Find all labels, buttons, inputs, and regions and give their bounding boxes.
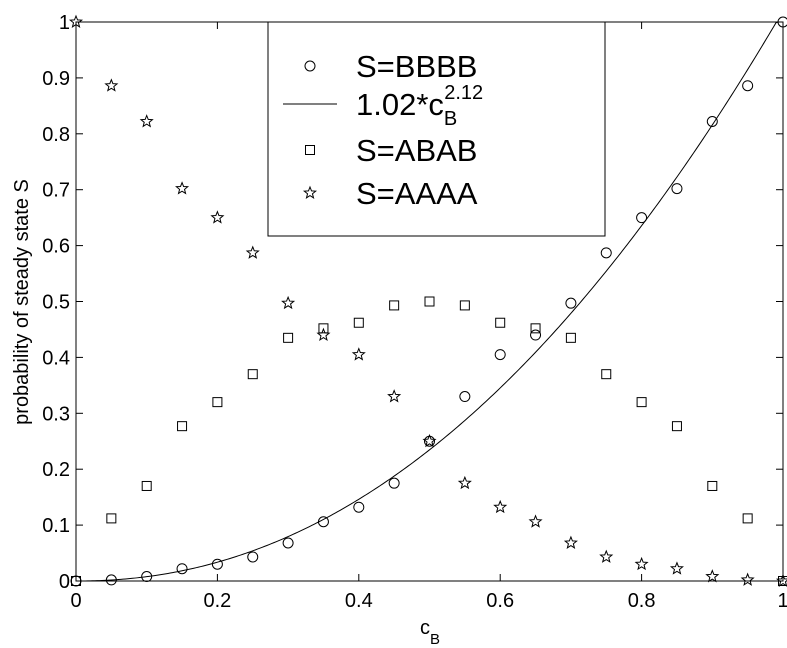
series-3-point-19 (740, 572, 755, 586)
y-tick-label-7: 0.7 (42, 180, 70, 202)
y-tick-label-5: 0.5 (42, 292, 70, 314)
series-0-point-16 (636, 212, 648, 224)
x-axis-label-main: c (420, 617, 430, 639)
series-3-point-17 (669, 561, 684, 575)
series-2-point-15 (601, 369, 612, 380)
series-0-point-17 (671, 183, 683, 195)
series-3-point-10 (422, 433, 437, 448)
series-2-point-6 (283, 332, 294, 343)
series-0-point-11 (459, 391, 471, 403)
series-2-point-17 (671, 421, 682, 432)
series-2-point-1 (106, 513, 117, 524)
series-0-point-14 (565, 297, 577, 309)
series-0-point-12 (494, 349, 506, 361)
series-2-point-19 (742, 513, 753, 524)
series-3-point-8 (351, 347, 366, 361)
series-0-point-2 (141, 571, 153, 583)
series-3-point-18 (705, 569, 720, 583)
series-2-point-10 (424, 296, 435, 307)
series-2-point-11 (459, 300, 470, 311)
y-tick-label-9: 0.9 (42, 68, 70, 90)
series-0-point-13 (530, 329, 542, 341)
series-0-point-6 (282, 537, 294, 549)
legend-label-1: 1.02*cB 2.12 (356, 82, 483, 130)
series-3-point-2 (139, 114, 154, 128)
data-marks (68, 14, 787, 587)
series-0-point-15 (600, 247, 612, 259)
series-3-point-20 (775, 573, 787, 587)
y-tick-label-4: 0.4 (42, 347, 70, 369)
series-3-point-3 (175, 181, 190, 195)
series-0-point-5 (247, 551, 259, 563)
y-tick-label-8: 0.8 (42, 124, 70, 146)
series-2-point-18 (707, 480, 718, 491)
series-2-point-12 (495, 317, 506, 328)
y-tick-label-2: 0.2 (42, 459, 70, 481)
series-2-point-7 (318, 323, 329, 334)
series-2-point-13 (530, 323, 541, 334)
series-3-point-13 (528, 514, 543, 528)
x-tick-label-0: 0 (70, 590, 81, 612)
x-tick-label-1: 0.2 (203, 590, 231, 612)
series-3-point-9 (387, 389, 402, 403)
series-3-point-5 (245, 245, 260, 259)
axes: 0 0.2 0.4 0.6 0.8 1 0 0.1 0.2 0.3 0.4 0.5 0.6 0.7 0.8 0… (42, 12, 787, 612)
legend-label-text-1: 1.02*c (356, 87, 444, 122)
series-3-point-1 (104, 78, 119, 92)
legend-label-sup-1: 2.12 (444, 82, 483, 104)
legend-label-0: S=BBBB (356, 49, 478, 84)
series-0-point-4 (211, 558, 223, 570)
series-0-point-9 (388, 477, 400, 489)
series-2-point-9 (389, 300, 400, 311)
legend-marker-0 (304, 60, 316, 72)
legend-marker-2 (305, 145, 315, 155)
series-2-point-4 (212, 397, 223, 408)
legend-label-text-3: S=AAAA (356, 176, 478, 211)
series-2-point-16 (636, 397, 647, 408)
legend-box (267, 21, 606, 237)
series-3-point-4 (210, 210, 225, 224)
series-3-point-11 (457, 475, 472, 490)
series-3-point-12 (493, 499, 508, 514)
legend-marker-3 (302, 185, 318, 199)
legend-label-text-0: S=BBBB (356, 49, 478, 84)
series-0-point-18 (706, 116, 718, 128)
series-0-point-3 (176, 563, 188, 575)
legend-label-3: S=AAAA (356, 176, 478, 211)
legend-label-sub-1: B (444, 108, 457, 130)
series-0-point-19 (742, 80, 754, 92)
fit-curve-line (76, 21, 783, 582)
series-2-point-14 (565, 332, 576, 343)
series-2-point-2 (141, 480, 152, 491)
series-3-point-16 (634, 556, 649, 571)
legend-label-text-2: S=ABAB (356, 133, 478, 168)
y-tick-label-1: 0.1 (42, 515, 70, 537)
y-tick-label-6: 0.6 (42, 236, 70, 258)
y-axis-label: probability of steady state S (11, 179, 33, 425)
y-tick-label-0: 0 (59, 571, 70, 593)
series-0-point-8 (353, 501, 365, 513)
x-tick-label-3: 0.6 (486, 590, 514, 612)
y-tick-label-3: 0.3 (42, 403, 70, 425)
legend-label-2: S=ABAB (356, 133, 478, 168)
x-tick-label-4: 0.8 (628, 590, 656, 612)
series-3-point-7 (316, 327, 331, 341)
series-3-point-14 (563, 535, 578, 549)
series-3-point-15 (599, 549, 614, 563)
x-axis-label-sub: B (430, 631, 440, 648)
y-tick-label-10: 1 (59, 12, 70, 34)
x-axis-label: cB (420, 617, 440, 648)
series-3-point-6 (281, 295, 296, 310)
series-2-point-5 (247, 369, 258, 380)
series-2-point-8 (353, 317, 364, 328)
series-2-point-3 (177, 421, 188, 432)
x-tick-label-2: 0.4 (345, 590, 373, 612)
x-tick-label-5: 1 (777, 590, 787, 612)
